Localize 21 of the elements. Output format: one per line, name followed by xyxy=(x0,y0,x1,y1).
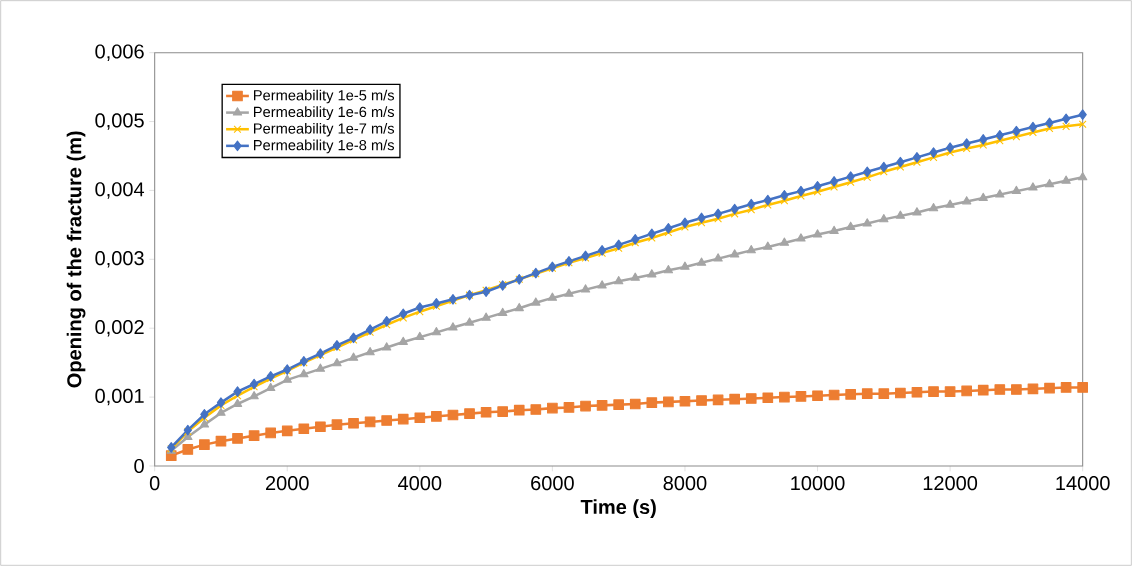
y-tick-label: 0,002 xyxy=(95,319,144,337)
x-tick-label: 10000 xyxy=(791,476,845,491)
legend-label: Permeability 1e-6 m/s xyxy=(254,106,395,120)
x-axis-title: Time (s) xyxy=(580,499,656,518)
legend-label: Permeability 1e-5 m/s xyxy=(254,89,395,104)
legend-label: Permeability 1e-7 m/s xyxy=(254,122,395,137)
y-tick-label: 0,005 xyxy=(95,113,144,130)
y-tick-label: 0,004 xyxy=(95,182,145,199)
x-tick-label: 8000 xyxy=(663,476,707,491)
x-tick-label: 0 xyxy=(149,476,160,491)
y-tick-label: 0,003 xyxy=(95,251,144,268)
x-tick-label: 2000 xyxy=(266,476,309,491)
x-tick-label: 12000 xyxy=(923,476,978,491)
y-tick-label: 0,001 xyxy=(95,388,144,406)
legend-label: Permeability 1e-8 m/s xyxy=(254,139,395,154)
y-tick-label: 0,006 xyxy=(95,44,144,61)
x-tick-label: 14000 xyxy=(1056,476,1110,491)
y-axis-title: Opening of the fracture (m) xyxy=(66,131,86,388)
x-tick-label: 6000 xyxy=(531,476,574,491)
y-tick-label: 0 xyxy=(134,458,144,474)
x-tick-label: 4000 xyxy=(398,476,442,491)
